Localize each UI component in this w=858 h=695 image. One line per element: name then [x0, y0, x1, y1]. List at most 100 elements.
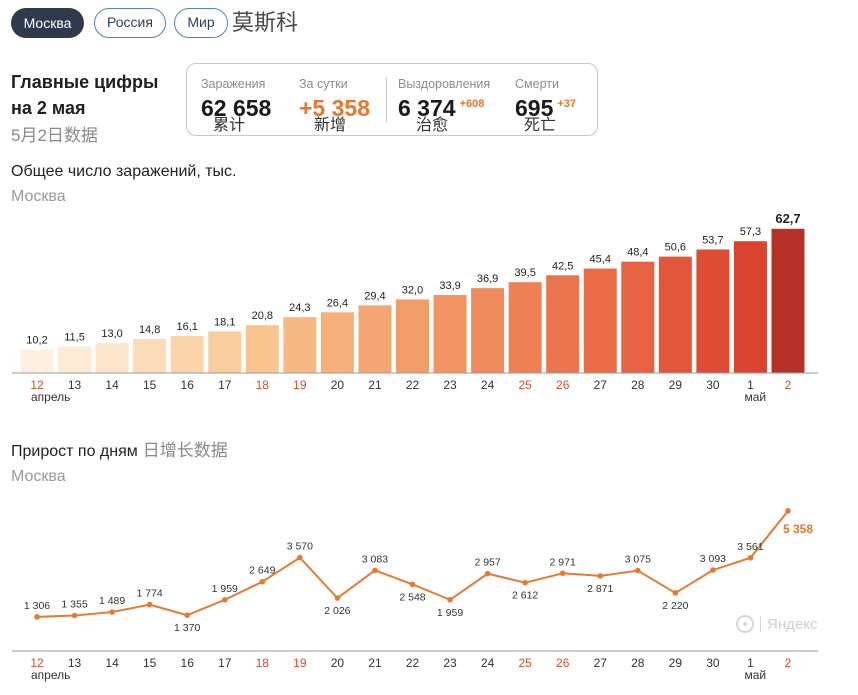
point-17 — [221, 596, 228, 603]
daily-growth-line-chart: 12 13 14 15 16 17 18 19 20 21 22 23 24 25 26 27 28 29 30 1 2… — [12, 508, 818, 682]
x-tick-label-2: 2 — [785, 656, 792, 670]
bar-value-label: 53,7 — [702, 234, 723, 246]
key-figures-panel: Заражения 62 658 累计 За сутки +5 358 新增 В… — [186, 63, 598, 136]
daily-growth-annotation: 日增长数据 — [142, 441, 228, 460]
bar-14 — [95, 343, 129, 373]
total-cases-bar-chart: 10,2 11,5 13,0 14,8 16,1 18,1 20,8 24,3 26,4 29,4… — [12, 211, 818, 404]
x-tick-label-26: 26 — [556, 656, 570, 670]
x-tick-label-21: 21 — [368, 656, 382, 670]
stats-divider — [386, 77, 387, 122]
point-14 — [109, 609, 115, 615]
point-value-label: 3 570 — [287, 541, 313, 553]
x-tick-label-29: 29 — [669, 656, 683, 670]
x-tick-label-14: 14 — [105, 378, 119, 392]
x-tick-label-20: 20 — [331, 656, 345, 670]
bar-22 — [396, 299, 429, 373]
x-tick-label-20: 20 — [331, 378, 345, 392]
point-value-label: 1 959 — [437, 607, 463, 619]
point-28 — [635, 567, 641, 574]
x-tick-label-23: 23 — [443, 378, 457, 392]
point-value-label: 2 026 — [324, 605, 350, 617]
point-20 — [334, 595, 341, 601]
point-2 — [785, 508, 791, 514]
bar-27 — [583, 268, 617, 373]
x-tick-label-30: 30 — [706, 656, 720, 670]
point-value-label: 2 612 — [512, 590, 538, 602]
x-tick-label-22: 22 — [406, 378, 420, 392]
stat-delta: +608 — [459, 98, 485, 110]
stat-annotation: 累计 — [213, 117, 246, 134]
bar-26 — [546, 275, 580, 373]
point-value-label: 3 093 — [700, 553, 726, 565]
bar-value-label: 29,4 — [364, 290, 385, 302]
bar-12 — [20, 349, 54, 373]
x-tick-label-24: 24 — [481, 656, 495, 670]
bar-value-label: 57,3 — [740, 226, 761, 238]
point-value-label: 1 306 — [24, 600, 50, 612]
stat-label: За сутки — [299, 77, 348, 91]
total-cases-subtitle: Москва — [11, 188, 66, 205]
point-27 — [597, 573, 604, 579]
x-tick-label-24: 24 — [481, 378, 495, 392]
x-tick-label-28: 28 — [631, 656, 645, 670]
point-value-label: 1 355 — [61, 599, 87, 611]
bar-value-label: 32,0 — [402, 284, 423, 296]
bar-20 — [320, 312, 354, 373]
bar-13 — [58, 346, 92, 373]
daily-growth-title: Прирост по дням — [11, 443, 138, 460]
tab-moscow[interactable]: Москва — [11, 8, 84, 38]
x-tick-label-14: 14 — [105, 656, 119, 670]
stat-annotation: 治愈 — [416, 117, 449, 134]
stat-annotation: 死亡 — [524, 117, 557, 134]
stat-label: Выздоровления — [398, 77, 491, 91]
total-cases-title: Общее число заражений, тыс. — [11, 163, 237, 180]
daily-growth-title-row: Прирост по дням 日增长数据 — [11, 441, 228, 462]
bar-value-label: 20,8 — [252, 310, 273, 322]
point-value-label: 1 959 — [212, 583, 238, 595]
x-tick-label-28: 28 — [631, 378, 645, 392]
watermark-text: Яндекс — [767, 615, 818, 633]
bar-23 — [433, 295, 467, 373]
stat-value: 695 — [515, 95, 554, 121]
bar-value-label: 24,3 — [289, 302, 310, 314]
tab-world[interactable]: Мир — [174, 8, 228, 38]
stat-value-row: 695 +37 — [515, 94, 576, 127]
point-value-label: 2 220 — [662, 600, 688, 612]
point-29 — [672, 590, 679, 596]
point-26 — [559, 570, 566, 577]
bar-25 — [508, 282, 542, 373]
bar-value-label: 16,1 — [176, 321, 197, 333]
tab-russia[interactable]: Россия — [94, 8, 166, 38]
x-tick-label-16: 16 — [181, 378, 195, 392]
bar-value-label: 14,8 — [139, 324, 160, 336]
yandex-logo-icon — [736, 615, 754, 633]
point-value-label: 3 075 — [625, 554, 651, 566]
stat-delta: +37 — [557, 98, 577, 110]
bar-value-label: 10,2 — [26, 335, 47, 347]
bar-value-label: 42,5 — [552, 260, 573, 272]
x-tick-label-15: 15 — [143, 656, 157, 670]
x-tick-label-22: 22 — [406, 656, 420, 670]
x-tick-label-17: 17 — [218, 656, 232, 670]
x-tick-label-29: 29 — [669, 378, 683, 392]
bar-value-label: 26,4 — [327, 297, 348, 309]
bar-30 — [696, 249, 730, 373]
bar-value-label: 48,4 — [627, 247, 648, 259]
bar-value-label: 45,4 — [590, 254, 611, 266]
point-16 — [184, 612, 190, 618]
summary-annotation: 5月2日数据 — [11, 126, 98, 145]
stat-label: Смерти — [515, 77, 559, 91]
summary-date: на 2 мая — [11, 98, 86, 118]
bar-19 — [283, 317, 317, 373]
point-24 — [484, 570, 491, 577]
bar-2 — [771, 228, 805, 373]
x-tick-label-12: 12 — [30, 378, 44, 392]
point-value-label: 1 489 — [99, 595, 125, 607]
x-tick-label-16: 16 — [181, 656, 195, 670]
bar-value-label: 13,0 — [101, 328, 122, 340]
bar-value-label: 39,5 — [514, 267, 535, 279]
bar-15 — [133, 338, 167, 373]
bar-21 — [358, 305, 392, 373]
point-1 — [747, 555, 754, 561]
stat-value: 6 374 — [398, 95, 456, 121]
